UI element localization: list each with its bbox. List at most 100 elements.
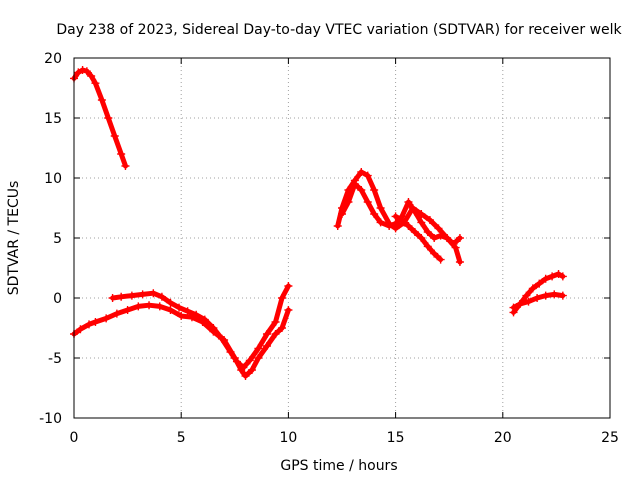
y-tick-label: 10 (44, 171, 62, 187)
data-point (87, 72, 96, 80)
data-point (247, 366, 256, 374)
data-point (455, 258, 464, 266)
data-point (436, 255, 445, 264)
data-point (338, 210, 346, 218)
data-point (104, 114, 113, 122)
data-point (85, 320, 94, 329)
y-tick-label: -5 (48, 351, 62, 367)
data-point (82, 67, 91, 76)
data-point (97, 96, 106, 104)
data-point (117, 292, 126, 301)
data-point (344, 198, 353, 206)
series-line (393, 213, 444, 263)
data-point (262, 330, 271, 338)
series-arc-early-low (70, 301, 293, 380)
data-point (524, 297, 533, 306)
data-point (535, 279, 544, 288)
y-tick-label: 5 (53, 231, 62, 247)
data-point (239, 363, 248, 372)
data-point (430, 249, 439, 258)
data-point (509, 303, 518, 312)
data-point (410, 228, 419, 236)
data-point (138, 290, 147, 299)
data-point (149, 289, 158, 298)
data-point (357, 186, 366, 194)
data-point (145, 301, 154, 310)
series-arc-mid-c (391, 212, 445, 264)
x-tick-label: 0 (70, 430, 79, 446)
data-point (157, 292, 166, 301)
data-point (425, 216, 434, 224)
axis-ticks: 0 5 10 15 20 25 -10 -5 0 5 10 15 20 (39, 51, 619, 446)
data-point (363, 198, 372, 206)
data-point (554, 270, 563, 278)
x-axis-label: GPS time / hours (280, 458, 397, 474)
data-point (558, 272, 567, 281)
data-point (232, 357, 241, 366)
data-point (155, 302, 164, 311)
data-point (177, 312, 186, 320)
data-point (284, 282, 293, 290)
data-point (175, 303, 184, 312)
data-point (74, 68, 83, 77)
data-point (423, 242, 432, 251)
data-point (254, 354, 263, 362)
data-point (391, 219, 400, 228)
data-point (417, 234, 426, 242)
data-point (166, 298, 175, 307)
data-point (410, 207, 419, 216)
series-arc-late-b (509, 290, 567, 312)
data-point (436, 231, 445, 240)
data-point (417, 218, 426, 227)
data-point (121, 162, 130, 170)
data-point (430, 234, 439, 242)
data-point (541, 291, 550, 300)
data-point (217, 334, 226, 343)
data-point (376, 204, 385, 212)
data-point (200, 315, 209, 324)
series-line (71, 67, 128, 169)
data-point (76, 325, 85, 334)
grid (74, 58, 610, 418)
data-point (166, 306, 175, 314)
data-point (404, 198, 413, 206)
x-tick-label: 20 (494, 430, 512, 446)
series-arc-early-mid (108, 282, 293, 372)
y-tick-label: 15 (44, 111, 62, 127)
data-point (127, 291, 136, 300)
data-point (550, 290, 559, 299)
data-point (363, 171, 372, 180)
data-point (548, 272, 557, 281)
plot-frame (73, 57, 611, 419)
data-point (333, 222, 342, 230)
data-point (226, 348, 235, 356)
data-point (102, 314, 111, 323)
series-group (70, 66, 567, 380)
data-point (449, 240, 458, 248)
series-line (110, 283, 291, 371)
data-point (209, 324, 218, 332)
data-point (370, 186, 379, 194)
data-point (533, 294, 542, 302)
data-point (117, 150, 126, 158)
data-point (271, 318, 280, 326)
data-point (541, 274, 550, 283)
data-point (123, 306, 132, 314)
y-tick-label: -10 (39, 411, 62, 427)
x-tick-label: 25 (601, 430, 619, 446)
data-point (423, 228, 432, 236)
data-point (455, 234, 464, 242)
data-point (357, 168, 366, 176)
data-point (522, 291, 531, 300)
data-point (192, 310, 201, 319)
x-tick-label: 5 (177, 430, 186, 446)
data-point (78, 66, 87, 74)
data-point (350, 180, 359, 188)
data-point (434, 224, 443, 233)
series-arc-mid-b (338, 180, 464, 248)
data-point (183, 307, 192, 316)
data-point (91, 318, 100, 326)
data-point (254, 344, 263, 353)
data-point (262, 342, 271, 350)
